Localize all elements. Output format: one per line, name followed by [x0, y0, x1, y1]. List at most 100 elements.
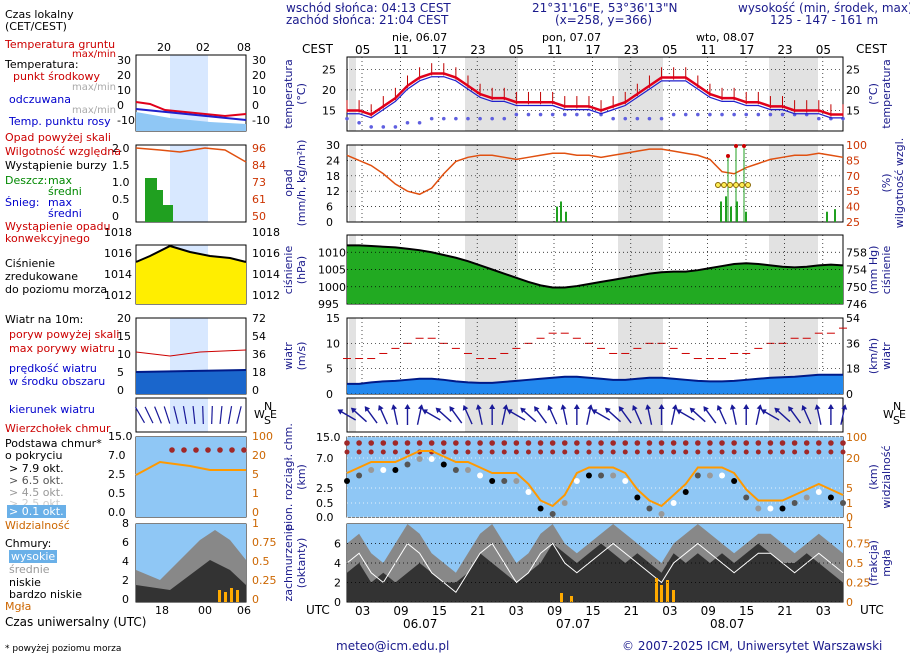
dew-point: [587, 112, 591, 117]
dew-point: [429, 116, 434, 121]
dew-point: [526, 112, 531, 117]
hour-bottom-label: 09: [547, 604, 562, 618]
wind-arrow-head: [391, 404, 398, 410]
wind-arrow-head: [449, 406, 455, 412]
dew-point: [357, 120, 361, 125]
mini-cloud-tick: 2: [122, 574, 129, 587]
mini-night: [170, 55, 208, 131]
dew-point: [538, 112, 543, 117]
mini-pressure-tick-left: 1014: [104, 268, 132, 281]
mini-feels-line: [135, 108, 247, 121]
cloud-top-dot: [767, 449, 773, 455]
wind-axis-unit: (m/s): [295, 342, 308, 371]
cloud-tick-left: 0: [334, 596, 341, 609]
wind-arrow-head: [703, 406, 709, 412]
day-label-1: nie, 06.07: [392, 31, 448, 44]
cloud-top-dot: [344, 440, 350, 446]
wind-arrow-head: [645, 404, 652, 410]
dew-point: [780, 112, 785, 117]
copyright: © 2007-2025 ICM, Uniwersytet Warszawski: [622, 639, 883, 653]
dew-point: [611, 116, 615, 121]
fog-tick-right: 0.75: [846, 538, 871, 551]
mini-cloudtop-tick: 7.0: [108, 449, 126, 462]
mini-wind-tick-right: 72: [252, 312, 266, 325]
cloud-top-dot: [586, 449, 592, 455]
cloud-base-dot: [489, 478, 496, 484]
panel-frame-temp: [346, 56, 844, 132]
cloudtop-sky: [347, 437, 843, 517]
wind-arrow: [658, 404, 665, 425]
wind-arrow-head: [841, 404, 848, 410]
wind-arrow: [547, 404, 558, 425]
wind-arrow-head: [801, 404, 808, 411]
dew-point: [720, 112, 724, 117]
mini-precip-tick: 1.5: [112, 159, 130, 172]
cloud-top-dot: [622, 449, 628, 455]
compass-s-left: S: [264, 414, 271, 427]
mini-pressure-tick-right: 1016: [252, 247, 280, 260]
mini-temp-tick-right: 20: [252, 69, 266, 82]
wind-tick-left: 0: [326, 388, 333, 401]
cloud-top-dot: [404, 449, 410, 455]
humidity-tick-right: 25: [846, 216, 860, 229]
mini-cloud-top-dot: [169, 447, 175, 453]
mini-wind-tick-right: 54: [252, 330, 266, 343]
wind-arrow-head: [671, 404, 678, 410]
wind-arrow: [729, 404, 737, 425]
cloud-top-dot: [356, 440, 362, 446]
wind-arrow: [404, 404, 411, 425]
dew-point: [732, 112, 736, 117]
cloud-top-dot: [368, 449, 374, 455]
mini-pressure-tick-left: 1012: [104, 289, 132, 302]
temp-tick-left: 25: [322, 63, 336, 76]
dew-point: [756, 112, 761, 117]
humidity-axis-unit: (%): [880, 173, 893, 192]
wind-arrow: [670, 404, 678, 425]
wind-arrow-head: [489, 404, 496, 409]
feels-line: [347, 76, 843, 119]
cloud-top-dot: [489, 449, 495, 455]
mini-cloud-tick: 4: [122, 555, 129, 568]
cloud-top-dot: [743, 440, 750, 446]
mini-wind-area: [136, 370, 246, 394]
dew-point: [441, 116, 446, 121]
mini-night: [170, 145, 208, 222]
mini-wind-arrow: [202, 405, 204, 425]
legend-snow: Śnieg:: [5, 196, 40, 209]
mini-precip-tick: 2.0: [112, 142, 130, 155]
wind-arrow: [534, 406, 548, 424]
legend-wind-dir: kierunek wiatru: [9, 403, 95, 416]
hour-bottom-label: 03: [355, 604, 370, 618]
mini-frame: [135, 144, 247, 223]
hour-top-label: 05: [662, 43, 677, 57]
mini-fog-tick: 0: [252, 593, 259, 606]
legend-okt79: > 7.9 okt.: [9, 462, 64, 475]
cloud-top-dot: [368, 440, 374, 446]
dew-point: [550, 112, 555, 117]
mini-wind-arrow-shaft: [163, 406, 171, 424]
cloud-top-dot: [610, 440, 616, 446]
day-bottom-2: 07.07: [556, 617, 591, 631]
wind-arrow-head: [422, 409, 428, 415]
mini-rain-bar: [145, 178, 157, 222]
mini-temp-tick-left: 30: [117, 54, 131, 67]
day-bottom-3: 08.07: [710, 617, 745, 631]
legend-maxmin: max/min: [72, 49, 117, 60]
rain-bar: [826, 211, 828, 222]
visibility-axis-unit: (km): [867, 464, 880, 490]
wind-arrow-head: [774, 407, 781, 414]
cloudtop-tick-left: 0.0: [316, 511, 334, 524]
mini-wind-arrow: [219, 405, 223, 425]
wind-arrow: [416, 404, 424, 425]
mini-pressure-tick-right: 1018: [252, 226, 280, 239]
precip-above-dot: [742, 144, 746, 148]
legend-ground-temp: Temperatura gruntu: [5, 38, 116, 51]
wind-arrow: [462, 404, 473, 425]
dew-point: [575, 112, 579, 117]
cloud-top-dot: [792, 449, 798, 455]
contact-email[interactable]: meteo@icm.edu.pl: [336, 639, 450, 653]
wind-arrow-head: [560, 404, 567, 410]
cloud-base-dot: [344, 478, 350, 484]
mini-hour-1: 20: [157, 41, 171, 54]
cloud-base-dot: [610, 472, 617, 479]
